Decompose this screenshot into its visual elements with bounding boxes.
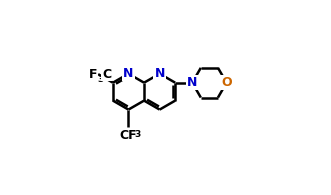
Text: N: N [123,67,134,80]
Text: N: N [187,76,197,89]
Text: 3: 3 [98,74,104,83]
Text: O: O [221,76,232,89]
Text: CF: CF [119,129,137,142]
Text: C: C [102,68,111,81]
Text: F: F [89,68,97,81]
Text: 3: 3 [135,129,141,139]
Text: N: N [155,67,165,80]
